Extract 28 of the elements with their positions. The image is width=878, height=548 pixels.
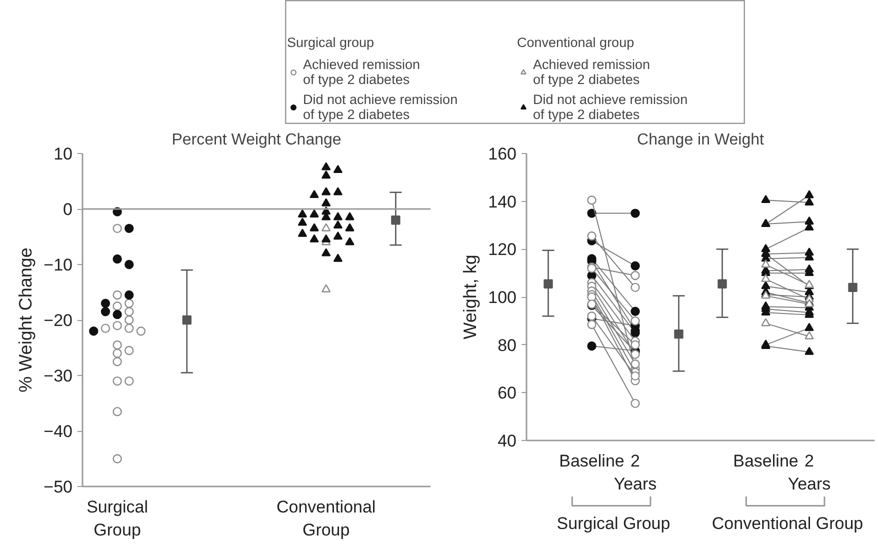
text: Conventional group <box>517 35 634 50</box>
chart-title: Percent Weight Change <box>172 132 342 148</box>
y-tick-label: 60 <box>498 384 517 403</box>
x-tick-label: Surgical Group <box>86 498 148 540</box>
y-tick-label: 40 <box>498 432 517 450</box>
x-tick-label: Conventional Group <box>276 498 376 540</box>
y-tick-label: 120 <box>488 240 517 260</box>
legend-label: Achieved remission of type 2 diabetes <box>533 57 650 87</box>
y-tick-label: 100 <box>488 288 517 307</box>
y-tick-label: −10 <box>44 256 73 274</box>
y-tick-label: 10 <box>54 144 73 164</box>
y-tick-label: −50 <box>44 478 73 496</box>
y-tick-label: −30 <box>44 366 73 386</box>
y-tick-label: −20 <box>44 311 73 330</box>
x-tick-label: Baseline <box>559 452 624 470</box>
legend-label: Achieved remission of type 2 diabetes <box>303 57 420 87</box>
y-tick-label: 140 <box>488 192 517 212</box>
x-tick-label: Baseline <box>733 452 798 470</box>
y-axis-title: % Weight Change <box>16 248 36 392</box>
y-axis-title: Weight, kg <box>460 254 480 340</box>
legend-label: Did not achieve remission of type 2 diabetes <box>533 92 688 122</box>
y-tick-label: 0 <box>63 200 73 219</box>
text: Surgical group <box>287 35 374 50</box>
y-tick-label: 160 <box>488 144 517 164</box>
legend-label: Did not achieve remission of type 2 diabetes <box>303 92 458 122</box>
y-tick-label: −40 <box>44 422 73 441</box>
y-tick-label: 80 <box>498 336 517 355</box>
chart-title: Change in Weight <box>637 132 765 148</box>
